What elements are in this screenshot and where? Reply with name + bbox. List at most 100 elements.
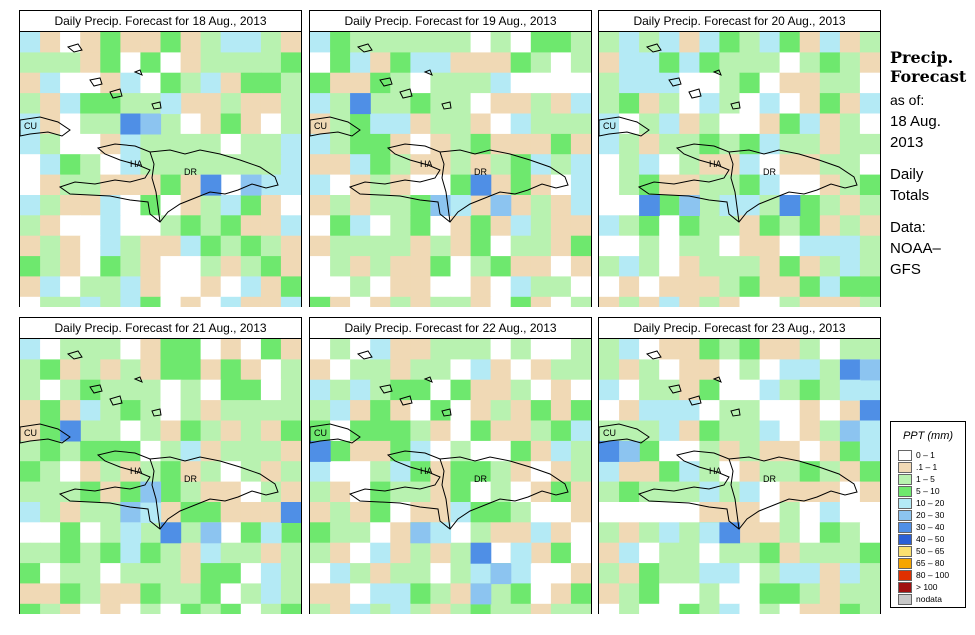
precip-cell <box>490 113 512 135</box>
precip-cell <box>779 256 801 278</box>
precip-cell <box>80 72 101 94</box>
precip-cell <box>200 400 222 422</box>
precip-cell <box>280 400 301 422</box>
precip-cell <box>510 133 532 155</box>
precip-cell <box>60 542 81 564</box>
precip-cell <box>310 195 331 216</box>
precip-cell <box>470 481 492 503</box>
precip-cell <box>310 52 331 74</box>
precip-cell <box>240 276 262 298</box>
precip-cell <box>180 235 202 257</box>
precip-cell <box>240 461 262 483</box>
precip-cell <box>20 296 41 307</box>
precip-cell <box>699 359 721 381</box>
precip-cell <box>160 113 182 135</box>
precip-cell <box>140 400 162 422</box>
precip-cell <box>260 235 282 257</box>
precip-cell <box>310 154 331 176</box>
precip-cell <box>490 420 512 442</box>
precip-cell <box>370 174 391 196</box>
precip-cell <box>220 32 242 53</box>
precip-cell <box>370 215 391 237</box>
precip-cell <box>370 339 391 360</box>
precip-cell <box>619 542 640 564</box>
precip-cell <box>679 583 700 605</box>
precip-cell <box>550 32 572 53</box>
precip-cell <box>260 256 282 278</box>
precip-cell <box>659 359 680 381</box>
precip-cell <box>859 215 880 237</box>
precip-cell <box>100 379 121 401</box>
precip-cell <box>410 420 432 442</box>
precip-cell <box>20 440 41 462</box>
precip-cell <box>819 542 841 564</box>
precip-cell <box>699 93 721 115</box>
precip-cell-heavy <box>260 522 282 544</box>
precip-cell <box>759 32 781 53</box>
precip-cell <box>619 154 640 176</box>
precip-cell <box>80 133 101 155</box>
precip-cell <box>739 440 761 462</box>
precip-cell <box>160 502 182 523</box>
precip-cell <box>739 461 761 483</box>
precip-cell <box>240 256 262 278</box>
precip-cell <box>160 256 182 278</box>
precip-cell <box>470 522 492 544</box>
island-coastline <box>730 101 741 110</box>
precip-cell <box>330 93 351 115</box>
precip-cell <box>530 481 552 503</box>
precip-cell <box>819 359 841 381</box>
precip-cell <box>410 215 432 237</box>
precip-cell <box>40 542 61 564</box>
precip-cell <box>839 256 861 278</box>
precip-cell <box>200 603 222 614</box>
precip-cell <box>570 72 591 94</box>
precip-cell <box>699 235 721 257</box>
precip-cell <box>859 502 880 523</box>
precip-cell <box>570 339 591 360</box>
precip-cell <box>530 32 552 53</box>
precip-cell <box>330 400 351 422</box>
precip-cell <box>510 93 532 115</box>
precip-cell <box>450 583 472 605</box>
precip-cell <box>839 296 861 307</box>
precip-cell <box>450 379 472 401</box>
precip-cell <box>330 296 351 307</box>
precip-cell <box>490 154 512 176</box>
precip-cell <box>530 133 552 155</box>
precip-cell <box>550 502 572 523</box>
precip-cell <box>619 583 640 605</box>
precip-cell <box>799 359 821 381</box>
precip-cell <box>60 583 81 605</box>
precip-cell <box>370 440 391 462</box>
country-label-ha: HA <box>420 159 433 169</box>
precip-cell <box>200 542 222 564</box>
precip-cell <box>739 603 761 614</box>
precip-cell <box>699 113 721 135</box>
island-coastline <box>688 88 702 99</box>
precip-cell <box>180 542 202 564</box>
legend-swatch <box>898 546 912 557</box>
precip-cell <box>330 256 351 278</box>
precip-cell <box>260 461 282 483</box>
precip-cell <box>679 522 700 544</box>
precip-cell <box>370 235 391 257</box>
precip-cell <box>100 174 121 196</box>
precip-cell <box>120 32 142 53</box>
precip-cell <box>570 154 591 176</box>
precip-cell <box>20 563 41 585</box>
precip-cell <box>839 72 861 94</box>
precip-cell <box>490 542 512 564</box>
precip-cell <box>799 32 821 53</box>
precip-cell <box>80 195 101 216</box>
precip-cell <box>390 113 411 135</box>
precip-cell <box>639 72 660 94</box>
precip-cell <box>490 603 512 614</box>
legend-label: > 100 <box>916 582 938 592</box>
precip-cell <box>619 359 640 381</box>
precip-cell <box>450 174 472 196</box>
precip-cell <box>799 522 821 544</box>
precip-cell <box>510 296 532 307</box>
precip-cell <box>599 542 620 564</box>
precip-cell <box>200 32 222 53</box>
